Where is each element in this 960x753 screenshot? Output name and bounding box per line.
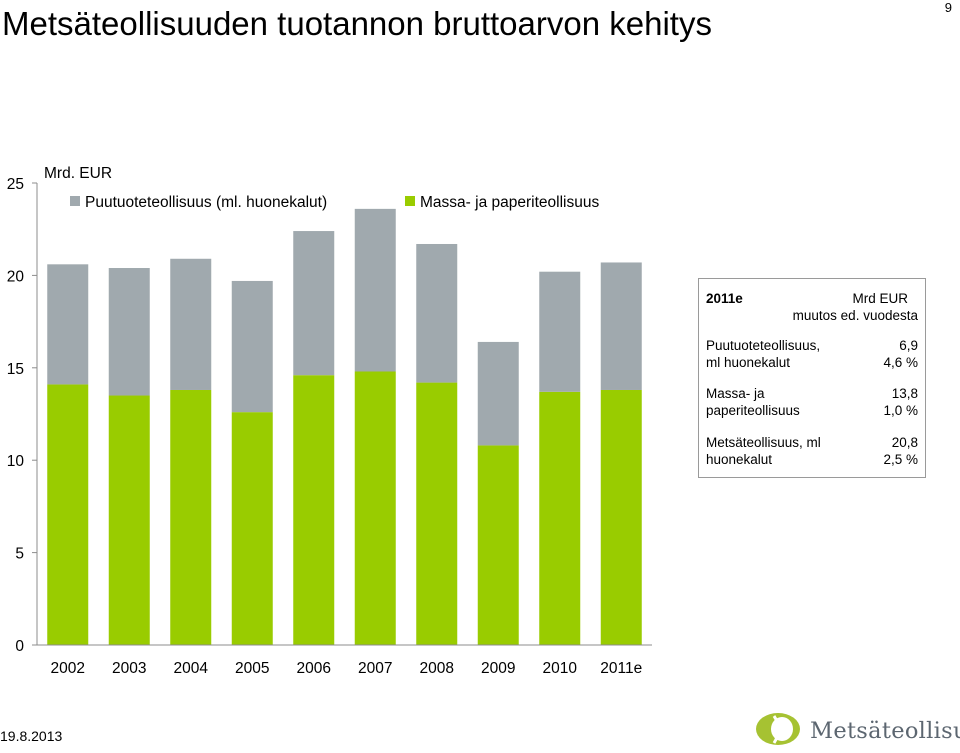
x-tick-label: 2007 (358, 660, 392, 677)
bars (47, 208, 642, 645)
page-number: 9 (944, 0, 952, 15)
x-tick-label: 2003 (112, 660, 146, 677)
legend-swatch (70, 196, 80, 206)
info-box-unit: Mrd EUR (852, 291, 908, 306)
info-box-header: 2011e Mrd EUR muutos ed. vuodesta (706, 290, 918, 326)
info-row-change: 4,6 % (883, 355, 918, 370)
bar-segment-puutuoteteollisuus-2008 (416, 243, 458, 383)
info-row-value: 20,8 (891, 435, 918, 450)
y-tick-label: 25 (7, 176, 24, 193)
bar-segment-puutuoteteollisuus-2004 (170, 258, 212, 390)
x-tick-label: 2011e (600, 660, 642, 677)
bar-segment-massa-ja-paperiteollisuus-2009 (477, 445, 519, 645)
slide-title: Metsäteollisuuden tuotannon bruttoarvon … (2, 5, 712, 42)
logo-text: Metsäteollisuus (810, 718, 960, 744)
y-tick-label: 15 (7, 361, 24, 378)
legend: Puutuoteteollisuus (ml. huonekalut) Massa… (70, 194, 599, 211)
info-box-row: Puutuoteteollisuus, ml huonekalut 6,9 4,… (706, 337, 918, 373)
y-tick-label: 0 (15, 638, 24, 655)
x-tick-label: 2004 (174, 660, 209, 677)
y-tick-label: 5 (15, 546, 24, 563)
info-row-name-cont: paperiteollisuus (706, 403, 800, 418)
bar-segment-puutuoteteollisuus-2006 (293, 231, 335, 376)
y-tick-label: 10 (7, 453, 25, 470)
info-row-change: 2,5 % (883, 452, 918, 467)
info-row-change: 1,0 % (883, 403, 918, 418)
legend-swatch (405, 196, 415, 206)
bar-segment-massa-ja-paperiteollisuus-2005 (231, 412, 273, 645)
x-axis: 2002 2003 2004 2005 2006 2007 2008 2009 2010 2011… (37, 644, 652, 677)
x-tick-label: 2002 (51, 660, 85, 677)
info-row-name-cont: ml huonekalut (706, 355, 791, 370)
bar-segment-massa-ja-paperiteollisuus-2006 (293, 375, 335, 645)
x-tick-label: 2009 (481, 660, 515, 677)
bar-segment-massa-ja-paperiteollisuus-2004 (170, 389, 212, 645)
bar-segment-puutuoteteollisuus-2010 (539, 271, 581, 392)
bar-segment-massa-ja-paperiteollisuus-2010 (539, 391, 581, 645)
bar-segment-puutuoteteollisuus-2005 (231, 280, 273, 413)
legend-label: Massa- ja paperiteollisuus (420, 194, 599, 211)
info-box-row: Massa- ja paperiteollisuus 13,8 1,0 % (706, 385, 918, 421)
y-axis: 0 5 10 15 20 25 (7, 176, 38, 655)
y-tick-label: 20 (7, 268, 25, 285)
bar-segment-puutuoteteollisuus-2003 (108, 268, 150, 396)
bar-segment-puutuoteteollisuus-2002 (47, 264, 89, 385)
x-tick-label: 2008 (420, 660, 454, 677)
info-row-name: Puutuoteteollisuus, (706, 338, 821, 353)
bar-segment-puutuoteteollisuus-2011e (600, 262, 642, 390)
unit-label: Mrd. EUR (44, 165, 112, 182)
info-row-value: 13,8 (891, 386, 918, 401)
bar-segment-massa-ja-paperiteollisuus-2002 (47, 384, 89, 645)
footer-date: 19.8.2013 (0, 728, 63, 744)
x-tick-label: 2005 (235, 660, 269, 677)
bar-segment-massa-ja-paperiteollisuus-2011e (600, 389, 642, 645)
info-row-name: Massa- ja (706, 386, 765, 401)
bar-segment-puutuoteteollisuus-2009 (477, 341, 519, 446)
bar-segment-massa-ja-paperiteollisuus-2007 (354, 371, 396, 645)
x-tick-label: 2010 (543, 660, 578, 677)
x-tick-label: 2006 (297, 660, 331, 677)
bar-segment-puutuoteteollisuus-2007 (354, 208, 396, 372)
info-box-row: Metsäteollisuus, ml huonekalut 20,8 2,5 … (706, 434, 918, 470)
info-row-name-cont: huonekalut (706, 452, 773, 467)
info-box-change-label: muutos ed. vuodesta (792, 308, 918, 323)
metsateollisuus-logo: Metsäteollisuus (752, 710, 960, 748)
info-box-2011e: 2011e Mrd EUR muutos ed. vuodesta Puutuo… (698, 278, 926, 478)
legend-label: Puutuoteteollisuus (ml. huonekalut) (85, 194, 327, 211)
info-row-name: Metsäteollisuus, ml (706, 435, 821, 450)
logo-leaf-icon (756, 713, 800, 745)
info-box-year: 2011e (706, 291, 743, 306)
bar-segment-massa-ja-paperiteollisuus-2008 (416, 382, 458, 645)
info-row-value: 6,9 (899, 338, 918, 353)
bar-segment-massa-ja-paperiteollisuus-2003 (108, 395, 150, 645)
